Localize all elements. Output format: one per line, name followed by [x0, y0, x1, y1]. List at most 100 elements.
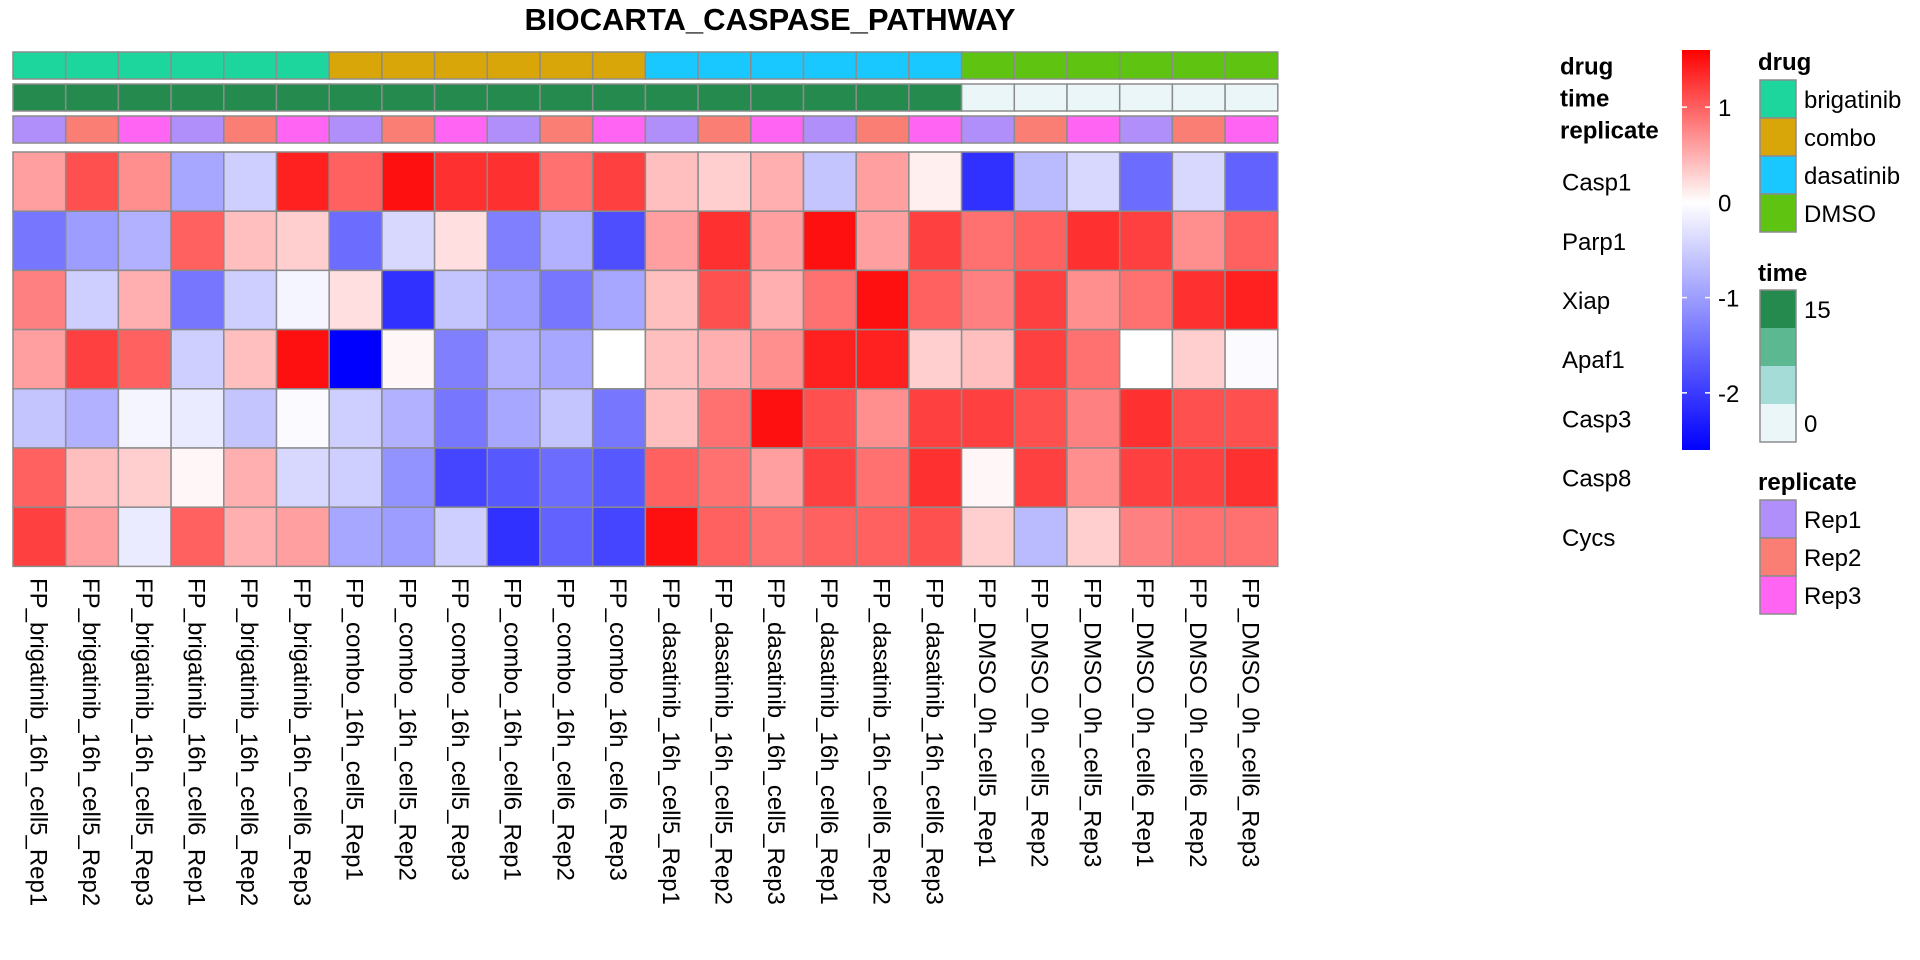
- heatmap-cell: [960, 151, 1016, 212]
- heatmap-cell: [223, 210, 278, 272]
- heatmap-cell: [802, 388, 857, 449]
- heatmap-cell: [1224, 447, 1279, 508]
- heatmap-cell: [12, 447, 67, 508]
- annotation-time-cell: [697, 83, 752, 112]
- heatmap-cell: [539, 269, 594, 331]
- heatmap-cell: [1013, 151, 1068, 212]
- heatmap-cell: [855, 210, 910, 272]
- heatmap-cell: [328, 269, 383, 331]
- heatmap-cell: [750, 388, 805, 449]
- heatmap-cell: [12, 328, 67, 390]
- heatmap-cell: [1013, 210, 1068, 272]
- heatmap-cell: [1171, 328, 1226, 390]
- column-label: FP_brigatinib_16h_cell6_Rep1: [182, 578, 209, 906]
- heatmap-cell: [64, 447, 120, 508]
- heatmap-cell: [328, 447, 383, 508]
- annotation-time-cell: [591, 83, 647, 112]
- annotation-drug-cell: [328, 51, 383, 80]
- row-label-cycs: Cycs: [1562, 525, 1615, 552]
- heatmap-cell: [275, 269, 330, 331]
- heatmap-cell: [433, 210, 489, 272]
- annotation-drug-cell: [1224, 51, 1279, 80]
- annotation-drug-cell: [1066, 51, 1121, 80]
- heatmap-cell: [960, 269, 1016, 331]
- row-label-casp1: Casp1: [1562, 170, 1631, 197]
- column-label: FP_combo_16h_cell5_Rep2: [393, 578, 420, 881]
- heatmap-cell: [223, 151, 278, 212]
- heatmap-cell: [1224, 328, 1279, 390]
- heatmap-cell: [12, 269, 67, 331]
- annotation-time-cell: [1171, 83, 1226, 112]
- heatmap-cell: [855, 506, 910, 568]
- heatmap-cell: [855, 388, 910, 449]
- heatmap-cell: [486, 447, 541, 508]
- heatmap-cell: [644, 447, 699, 508]
- colorbar-tick-label: 0: [1718, 190, 1731, 217]
- column-label: FP_DMSO_0h_cell5_Rep1: [973, 578, 1000, 867]
- heatmap-cell: [433, 447, 489, 508]
- annotation-time-cell: [960, 83, 1016, 112]
- legend-swatch: [1759, 499, 1797, 539]
- annotation-replicate-cell: [328, 115, 383, 144]
- heatmap-cell: [960, 506, 1016, 568]
- annotation-replicate-cell: [486, 115, 541, 144]
- column-label: FP_combo_16h_cell5_Rep1: [341, 578, 368, 881]
- heatmap-cell: [539, 388, 594, 449]
- heatmap-cell: [1224, 388, 1279, 449]
- heatmap-cell: [275, 388, 330, 449]
- annotation-time-cell: [802, 83, 857, 112]
- heatmap-cell: [64, 210, 120, 272]
- heatmap-cell: [802, 506, 857, 568]
- column-label: FP_dasatinib_16h_cell6_Rep1: [815, 578, 842, 905]
- heatmap-cell: [1171, 151, 1226, 212]
- heatmap-cell: [591, 210, 647, 272]
- column-label: FP_brigatinib_16h_cell6_Rep2: [235, 578, 262, 906]
- time-gradient-band: [1760, 328, 1796, 366]
- heatmap-cell: [908, 151, 963, 212]
- annotation-drug-cell: [539, 51, 594, 80]
- annotation-replicate-cell: [170, 115, 225, 144]
- heatmap-cell: [381, 447, 436, 508]
- heatmap-cell: [170, 269, 225, 331]
- heatmap-cell: [591, 447, 647, 508]
- annotation-drug-cell: [381, 51, 436, 80]
- heatmap-cell: [697, 506, 752, 568]
- annotation-replicate-cell: [750, 115, 805, 144]
- heatmap-cells: [12, 151, 1279, 568]
- annotation-drug-cell: [170, 51, 225, 80]
- annotation-drug-cell: [1013, 51, 1068, 80]
- heatmap-cell: [908, 210, 963, 272]
- heatmap-cell: [275, 506, 330, 568]
- heatmap-cell: [1118, 151, 1174, 212]
- annotation-time-cell: [539, 83, 594, 112]
- heatmap-cell: [1066, 447, 1121, 508]
- heatmap-cell: [644, 151, 699, 212]
- heatmap-cell: [223, 506, 278, 568]
- heatmap-cell: [433, 269, 489, 331]
- heatmap-cell: [170, 328, 225, 390]
- legend-swatch: [1759, 193, 1797, 233]
- heatmap-cell: [591, 151, 647, 212]
- annotation-replicate-cell: [802, 115, 857, 144]
- heatmap-cell: [802, 328, 857, 390]
- heatmap-cell: [381, 388, 436, 449]
- heatmap-cell: [960, 328, 1016, 390]
- heatmap-cell: [223, 388, 278, 449]
- heatmap-cell: [117, 388, 172, 449]
- heatmap-cell: [750, 506, 805, 568]
- column-label: FP_brigatinib_16h_cell5_Rep2: [77, 578, 104, 906]
- heatmap-cell: [170, 210, 225, 272]
- annotation-replicate-cell: [644, 115, 699, 144]
- column-label: FP_dasatinib_16h_cell6_Rep3: [920, 578, 947, 905]
- colorbar-tick-label: 1: [1718, 95, 1731, 122]
- annotation-replicate-cell: [381, 115, 436, 144]
- legend-swatch: [1759, 117, 1797, 157]
- chart-title: BIOCARTA_CASPASE_PATHWAY: [525, 2, 1016, 37]
- heatmap-cell: [1224, 151, 1279, 212]
- heatmap-cell: [1066, 269, 1121, 331]
- heatmap-cell: [381, 269, 436, 331]
- annotation-time-cell: [855, 83, 910, 112]
- annotation-replicate-cell: [433, 115, 489, 144]
- heatmap-cell: [1066, 506, 1121, 568]
